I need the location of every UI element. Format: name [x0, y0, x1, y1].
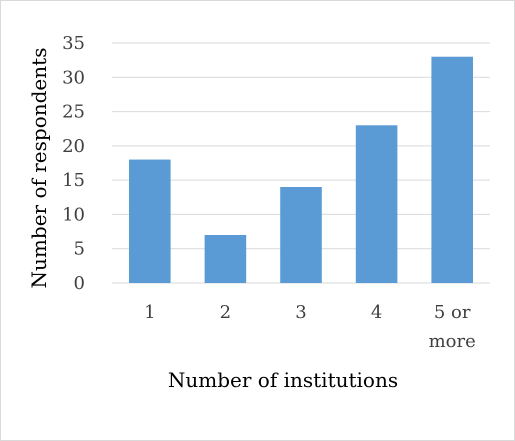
x-axis-title: Number of institutions	[168, 368, 398, 392]
y-tick-label: 0	[74, 273, 85, 294]
y-tick-label: 15	[62, 170, 85, 191]
y-axis-title: Number of respondents	[27, 48, 51, 289]
bar	[129, 160, 171, 283]
y-axis-ticks: 0 5 10 15 20 25 30 35	[62, 33, 85, 294]
x-axis-ticks: 1 2 3 4 5 or more	[144, 302, 476, 352]
x-tick-label: 1	[144, 302, 155, 323]
x-tick-label: 2	[220, 302, 231, 323]
y-tick-label: 20	[62, 136, 85, 157]
y-tick-label: 10	[62, 204, 85, 225]
bar	[356, 125, 398, 283]
bar	[205, 235, 247, 283]
bar	[280, 187, 322, 283]
x-tick-label: 4	[371, 302, 382, 323]
y-tick-label: 35	[62, 33, 85, 54]
bar	[431, 57, 473, 283]
x-tick-label: 5 or more	[429, 302, 476, 352]
y-tick-label: 25	[62, 102, 85, 123]
x-tick-label: 3	[295, 302, 306, 323]
y-tick-label: 30	[62, 67, 85, 88]
y-tick-label: 5	[74, 239, 85, 260]
